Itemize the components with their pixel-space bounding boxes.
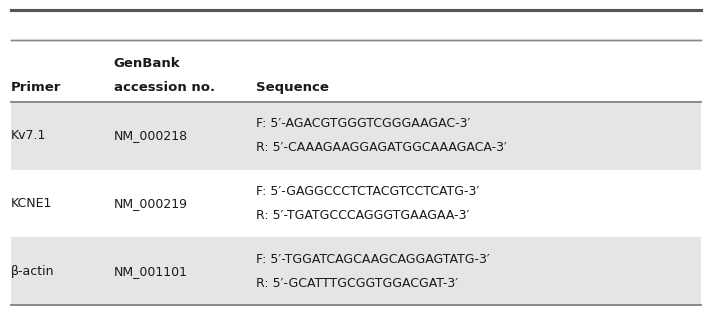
Bar bbox=[11, 102, 701, 169]
Text: R: 5′-CAAAGAAGGAGATGGCAAAGACA-3′: R: 5′-CAAAGAAGGAGATGGCAAAGACA-3′ bbox=[256, 141, 506, 154]
Text: F: 5′-TGGATCAGCAAGCAGGAGTATG-3′: F: 5′-TGGATCAGCAAGCAGGAGTATG-3′ bbox=[256, 253, 489, 266]
Text: NM_000218: NM_000218 bbox=[114, 129, 187, 142]
Text: Primer: Primer bbox=[11, 81, 61, 93]
Text: R: 5′-TGATGCCCAGGGTGAAGAA-3′: R: 5′-TGATGCCCAGGGTGAAGAA-3′ bbox=[256, 209, 469, 222]
Bar bbox=[11, 238, 701, 305]
Text: Sequence: Sequence bbox=[256, 81, 329, 93]
Text: F: 5′-GAGGCCCTCTACGTCCTCATG-3′: F: 5′-GAGGCCCTCTACGTCCTCATG-3′ bbox=[256, 185, 479, 198]
Text: β-actin: β-actin bbox=[11, 265, 54, 278]
Text: NM_001101: NM_001101 bbox=[114, 265, 187, 278]
Bar bbox=[11, 169, 701, 238]
Text: accession no.: accession no. bbox=[114, 81, 214, 93]
Text: F: 5′-AGACGTGGGTCGGGAAGAC-3′: F: 5′-AGACGTGGGTCGGGAAGAC-3′ bbox=[256, 117, 470, 130]
Text: KCNE1: KCNE1 bbox=[11, 197, 52, 210]
Text: Kv7.1: Kv7.1 bbox=[11, 129, 46, 142]
Text: GenBank: GenBank bbox=[114, 57, 180, 70]
Text: NM_000219: NM_000219 bbox=[114, 197, 187, 210]
Text: R: 5′-GCATTTGCGGTGGACGAT-3′: R: 5′-GCATTTGCGGTGGACGAT-3′ bbox=[256, 277, 458, 290]
